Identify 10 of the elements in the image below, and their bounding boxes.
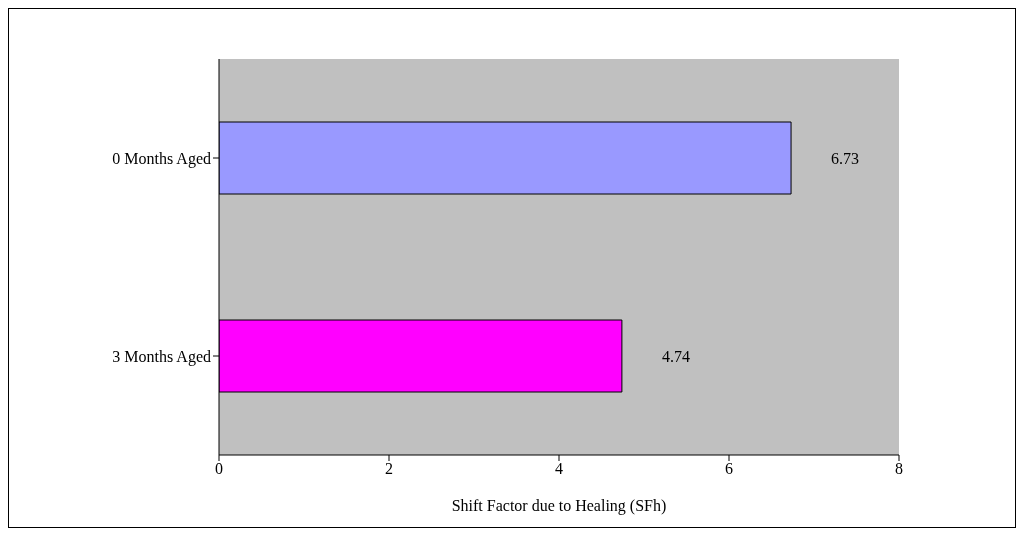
x-tick-label: 4 — [555, 460, 563, 478]
data-label: 4.74 — [661, 347, 690, 365]
x-tick-label: 6 — [725, 460, 733, 478]
x-tick-label: 8 — [895, 460, 903, 478]
data-label: 6.73 — [831, 149, 860, 167]
x-tick-label: 2 — [385, 460, 393, 478]
y-tick-label: 3 Months Aged — [112, 347, 211, 366]
y-tick-label: 0 Months Aged — [112, 149, 211, 168]
x-axis-title: Shift Factor due to Healing (SFh) — [451, 497, 667, 515]
x-tick-label: 0 — [215, 460, 223, 478]
